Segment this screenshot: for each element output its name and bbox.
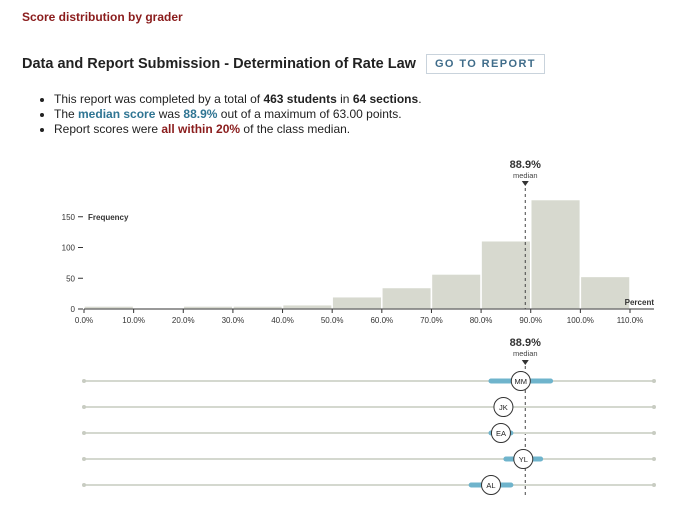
y-tick-label: 0 — [71, 305, 76, 314]
median-marker-icon — [521, 181, 529, 186]
summary-item-median: The median score was 88.9% out of a maxi… — [54, 107, 422, 122]
median-word-label: median — [513, 171, 538, 180]
y-axis-title: Frequency — [88, 213, 129, 222]
histogram-bar — [281, 303, 333, 310]
histogram-bar — [331, 295, 383, 310]
y-tick-label: 150 — [62, 213, 76, 222]
summary-text: . — [418, 92, 422, 106]
summary-text: was — [155, 107, 184, 121]
track-end-dot — [82, 431, 86, 435]
grader-badge — [493, 397, 514, 417]
summary-list: This report was completed by a total of … — [18, 92, 422, 137]
track-end-dot — [652, 405, 656, 409]
x-tick-label: 20.0% — [172, 316, 195, 325]
grader-initials: MM — [515, 377, 528, 386]
summary-item-total: This report was completed by a total of … — [54, 92, 422, 107]
summary-text: out of a maximum of 63.00 points. — [217, 107, 402, 121]
track-end-dot — [82, 379, 86, 383]
go-to-report-button[interactable]: GO TO REPORT — [425, 54, 545, 74]
histogram-bar — [480, 239, 532, 310]
x-tick-label: 10.0% — [122, 316, 145, 325]
track-end-dot — [82, 457, 86, 461]
histogram-bar — [529, 198, 582, 310]
grader-badge — [513, 449, 534, 469]
median-value-label: 88.9% — [510, 159, 541, 171]
student-count: 463 students — [263, 92, 337, 106]
summary-text: This report was completed by a total of — [54, 92, 264, 106]
x-axis-title: Percent — [625, 298, 655, 307]
grader-badge — [510, 371, 531, 391]
x-tick-label: 110.0% — [617, 316, 644, 325]
section-title: Score distribution by grader — [22, 10, 183, 24]
summary-text: The — [54, 107, 79, 121]
histogram-bar — [579, 275, 631, 310]
grader-badge — [481, 475, 502, 495]
x-tick-label: 80.0% — [470, 316, 493, 325]
track-end-dot — [652, 457, 656, 461]
within-range-label: all within 20% — [161, 122, 241, 136]
median-score-label: median score — [78, 107, 156, 121]
x-tick-label: 90.0% — [519, 316, 542, 325]
section-count: 64 sections — [352, 92, 419, 106]
histogram-bar — [430, 273, 482, 310]
x-tick-label: 50.0% — [321, 316, 344, 325]
report-title: Data and Report Submission - Determinati… — [22, 56, 416, 72]
track-end-dot — [652, 431, 656, 435]
summary-item-within: Report scores were all within 20% of the… — [54, 122, 422, 137]
x-tick-label: 30.0% — [222, 316, 245, 325]
summary-text: of the class median. — [240, 122, 351, 136]
histogram-bar — [381, 286, 433, 310]
grader-initials: JK — [499, 403, 508, 412]
track-end-dot — [82, 483, 86, 487]
report-header: Data and Report Submission - Determinati… — [22, 54, 545, 74]
grader-badge — [490, 423, 511, 443]
grader-median-marker-icon — [521, 360, 529, 365]
y-tick-label: 50 — [66, 274, 75, 283]
track-end-dot — [652, 379, 656, 383]
grader-median-value-label: 88.9% — [510, 337, 541, 349]
x-tick-label: 0.0% — [75, 316, 93, 325]
x-tick-label: 70.0% — [420, 316, 443, 325]
y-tick-label: 100 — [62, 244, 76, 253]
summary-text: Report scores were — [54, 122, 162, 136]
x-tick-label: 40.0% — [271, 316, 294, 325]
track-end-dot — [82, 405, 86, 409]
grader-initials: AL — [486, 481, 495, 490]
median-score-value: 88.9% — [183, 107, 218, 121]
summary-text: in — [336, 92, 353, 106]
x-tick-label: 100.0% — [567, 316, 594, 325]
x-tick-label: 60.0% — [370, 316, 393, 325]
grader-initials: EA — [496, 429, 506, 438]
track-end-dot — [652, 483, 656, 487]
grader-initials: YL — [519, 455, 528, 464]
grader-median-word-label: median — [513, 349, 538, 358]
